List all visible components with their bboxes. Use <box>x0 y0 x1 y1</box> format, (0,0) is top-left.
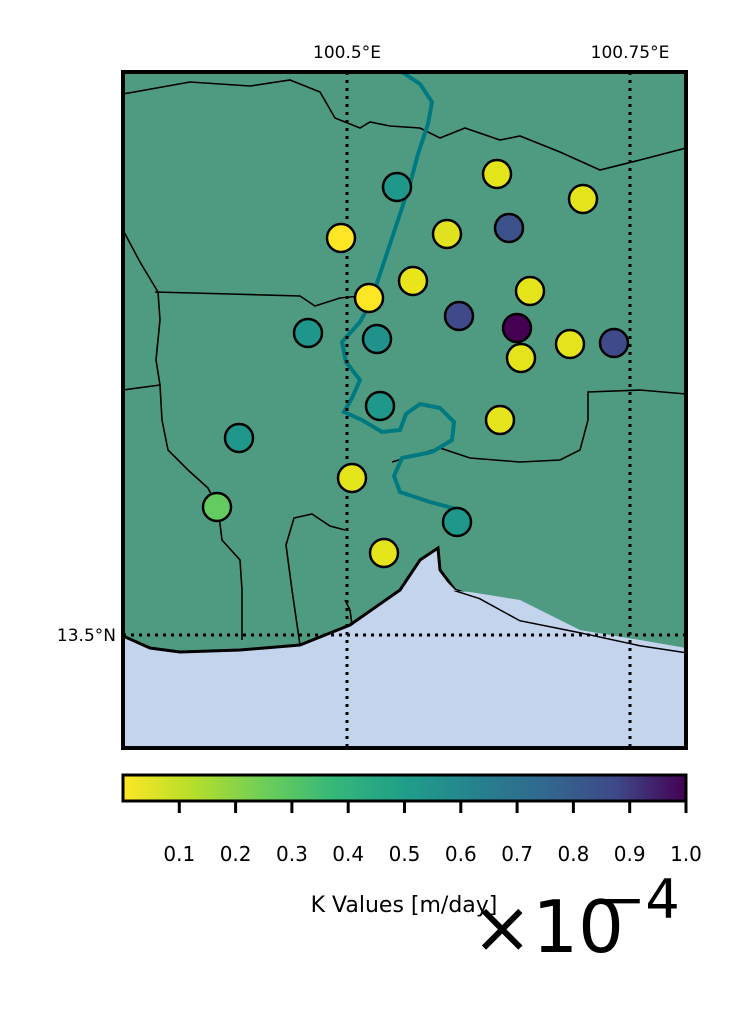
station-marker <box>353 282 385 314</box>
bay-area <box>440 575 686 652</box>
cb-tick-label: 0.9 <box>614 842 646 866</box>
station-marker <box>336 462 368 494</box>
station-marker <box>361 323 393 355</box>
colorbar <box>121 773 688 803</box>
station-marker <box>397 265 429 297</box>
lon-label-1: 100.5°E <box>313 43 381 63</box>
lon-label-2: 100.75°E <box>591 43 670 63</box>
colorbar-exponent-base: ×10 <box>472 885 624 969</box>
station-marker <box>292 317 324 349</box>
cb-tick-label: 0.1 <box>163 842 195 866</box>
station-marker <box>441 506 473 538</box>
station-marker <box>505 342 537 374</box>
station-marker <box>325 222 357 254</box>
cb-tick-label: 0.8 <box>557 842 589 866</box>
cb-tick-label: 0.5 <box>389 842 421 866</box>
station-marker <box>223 422 255 454</box>
cb-tick-label: 0.3 <box>276 842 308 866</box>
cb-tick-label: 1.0 <box>670 842 702 866</box>
station-marker <box>368 537 400 569</box>
station-marker <box>484 404 516 436</box>
colorbar-ticks <box>177 801 688 813</box>
colorbar-label: K Values [m/day] <box>311 893 498 918</box>
colorbar-exponent-power: −4 <box>600 868 680 931</box>
station-marker <box>554 328 586 360</box>
station-marker <box>201 491 233 523</box>
station-marker <box>567 183 599 215</box>
cb-tick-label: 0.4 <box>332 842 364 866</box>
cb-tick-label: 0.2 <box>220 842 252 866</box>
station-marker <box>481 158 513 190</box>
land-area <box>123 72 686 654</box>
lat-label-1: 13.5°N <box>57 626 116 646</box>
station-marker <box>493 212 525 244</box>
map-frame <box>121 70 688 750</box>
colorbar-tick-labels: 0.1 0.2 0.3 0.4 0.5 0.6 0.7 0.8 0.9 1.0 <box>163 842 702 866</box>
station-marker <box>364 390 396 422</box>
gridlines <box>123 72 686 748</box>
station-marker <box>501 312 533 344</box>
cb-tick-label: 0.7 <box>501 842 533 866</box>
cb-tick-label: 0.6 <box>445 842 477 866</box>
stations-layer <box>201 158 630 569</box>
station-marker <box>381 171 413 203</box>
station-marker <box>431 218 463 250</box>
station-marker <box>598 327 630 359</box>
station-marker <box>514 275 546 307</box>
station-marker <box>443 300 475 332</box>
